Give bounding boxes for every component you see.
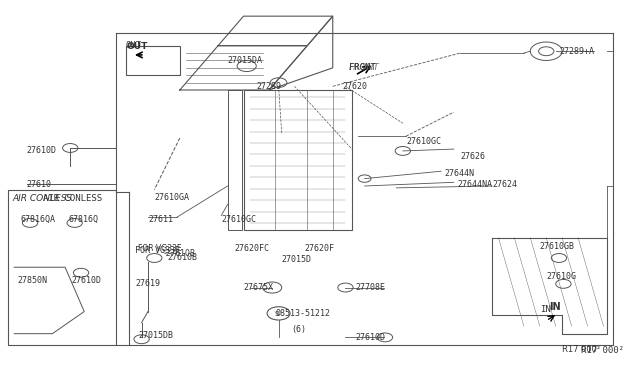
Text: 27015D: 27015D <box>282 255 312 264</box>
Text: 27289+A: 27289+A <box>559 47 594 56</box>
Text: 27611: 27611 <box>148 215 173 224</box>
Text: 27619: 27619 <box>135 279 160 288</box>
Bar <box>244 90 352 230</box>
Circle shape <box>74 268 89 277</box>
Circle shape <box>358 175 371 182</box>
Text: 27015DA: 27015DA <box>228 56 262 65</box>
Text: AIR CONLESS: AIR CONLESS <box>43 195 102 203</box>
Text: 27610: 27610 <box>27 180 52 189</box>
Circle shape <box>531 42 562 61</box>
Circle shape <box>338 283 353 292</box>
Text: 27610GA: 27610GA <box>154 193 189 202</box>
Text: FRONT: FRONT <box>349 63 380 72</box>
Text: OUT: OUT <box>127 42 148 51</box>
Circle shape <box>147 254 162 262</box>
Circle shape <box>556 279 571 288</box>
Text: (6): (6) <box>291 326 307 334</box>
Text: 27289: 27289 <box>256 82 281 91</box>
Text: S: S <box>275 311 279 317</box>
Text: 27610GB: 27610GB <box>540 243 575 251</box>
Circle shape <box>267 307 290 320</box>
Text: 27610D: 27610D <box>27 147 57 155</box>
Text: 27626: 27626 <box>460 152 485 161</box>
Bar <box>125 46 180 75</box>
Circle shape <box>262 282 282 293</box>
Circle shape <box>67 218 83 227</box>
Text: 27620: 27620 <box>342 82 367 91</box>
Text: 27620F: 27620F <box>304 244 334 253</box>
Text: 27644N: 27644N <box>444 169 474 177</box>
Circle shape <box>237 61 256 71</box>
Circle shape <box>134 335 149 344</box>
Circle shape <box>551 254 566 262</box>
Text: 27644NA: 27644NA <box>457 180 492 189</box>
Text: 27610D: 27610D <box>72 276 102 285</box>
Text: IN: IN <box>549 302 561 312</box>
Text: -27610B: -27610B <box>164 249 196 258</box>
Bar <box>228 90 242 230</box>
Text: 27620FC: 27620FC <box>234 244 269 253</box>
Text: 08513-51212: 08513-51212 <box>275 309 330 318</box>
Text: OUT: OUT <box>125 41 142 50</box>
Circle shape <box>378 333 393 342</box>
Circle shape <box>22 218 38 227</box>
Circle shape <box>539 47 554 56</box>
Text: 27610B: 27610B <box>167 253 197 263</box>
Bar <box>8 190 116 345</box>
Text: FOR VG33E: FOR VG33E <box>135 246 180 255</box>
Text: R17 000²: R17 000² <box>562 345 600 354</box>
Text: 27610G: 27610G <box>546 272 576 281</box>
Text: AIR CONLESS: AIR CONLESS <box>13 195 73 203</box>
Text: 27850N: 27850N <box>17 276 47 285</box>
Circle shape <box>270 78 287 87</box>
Text: FOR VG33E: FOR VG33E <box>138 244 182 253</box>
Text: R17 000²: R17 000² <box>581 346 624 355</box>
Text: 27610D: 27610D <box>355 333 385 342</box>
Circle shape <box>395 147 410 155</box>
Circle shape <box>63 144 78 153</box>
Text: IN: IN <box>540 305 550 314</box>
Text: 27708E: 27708E <box>355 283 385 292</box>
Text: 27610GC: 27610GC <box>221 215 256 224</box>
Text: 27675X: 27675X <box>244 283 273 292</box>
Text: 67816QA: 67816QA <box>20 215 56 224</box>
Text: 27610GC: 27610GC <box>406 137 441 146</box>
Text: 27015DB: 27015DB <box>138 331 173 340</box>
Text: FRONT: FRONT <box>349 63 376 72</box>
Text: 67816Q: 67816Q <box>68 215 99 224</box>
Text: 27624: 27624 <box>492 180 517 189</box>
